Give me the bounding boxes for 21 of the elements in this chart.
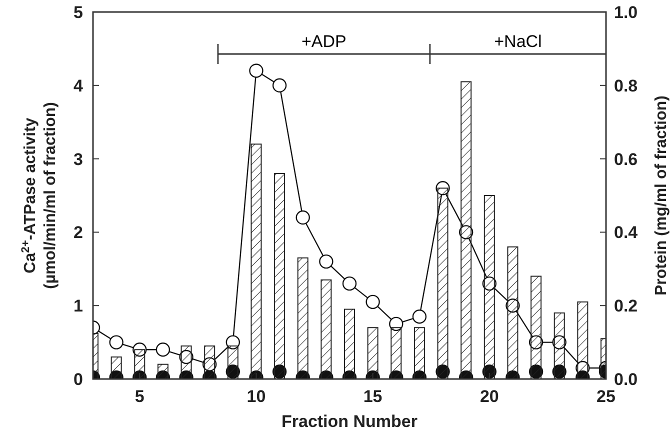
y-tick-label: 1 bbox=[74, 296, 83, 316]
x-tick-label: 15 bbox=[363, 387, 382, 406]
y2-tick-label: 0.0 bbox=[614, 370, 638, 389]
y-tick-label: 0 bbox=[74, 370, 83, 389]
annotation: +NaCl bbox=[494, 32, 542, 51]
y2-tick-label: 0.8 bbox=[614, 76, 638, 96]
annotation: +ADP bbox=[302, 32, 346, 51]
x-axis-title: Fraction Number bbox=[281, 412, 418, 431]
y-tick-label: 3 bbox=[74, 150, 83, 169]
y-tick-label: 5 bbox=[74, 3, 83, 22]
y2-axis-title: Protein (mg/ml of fraction) bbox=[653, 96, 670, 296]
y2-tick-label: 1.0 bbox=[614, 3, 638, 22]
y-tick-label: 4 bbox=[74, 76, 84, 96]
y2-tick-label: 0.4 bbox=[614, 223, 638, 242]
x-tick-label: 5 bbox=[134, 387, 144, 406]
y2-tick-label: 0.2 bbox=[614, 296, 638, 316]
x-tick-label: 20 bbox=[480, 387, 499, 406]
y2-tick-label: 0.6 bbox=[614, 150, 638, 169]
y-tick-label: 2 bbox=[74, 223, 83, 242]
x-tick-label: 10 bbox=[246, 387, 266, 406]
x-tick-label: 25 bbox=[596, 387, 616, 406]
